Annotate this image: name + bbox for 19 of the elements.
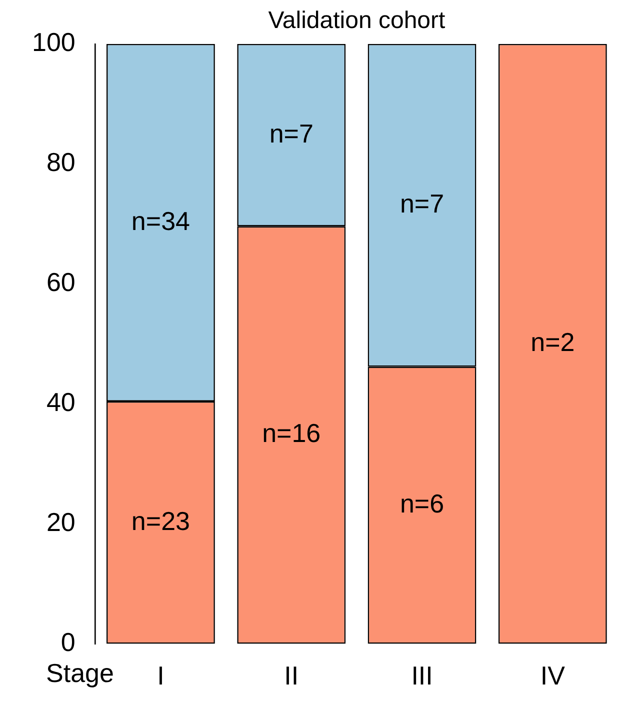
x-tick-label: IV [540, 660, 566, 691]
y-tick-label: 0 [60, 626, 76, 657]
y-tick-label: 100 [32, 27, 76, 58]
annotation: n=6 [400, 488, 444, 518]
annotation: n=7 [269, 118, 314, 148]
x-axis-title: Stage [46, 658, 114, 688]
y-tick-label: 20 [46, 507, 76, 538]
annotation: n=2 [530, 327, 575, 358]
annotation: n=7 [400, 188, 444, 219]
annotation: n=34 [131, 206, 190, 236]
x-tick-label: II [284, 660, 299, 691]
chart-title: Validation cohort [268, 7, 446, 34]
y-tick-label: 80 [46, 147, 76, 178]
y-tick-label: 60 [46, 267, 76, 298]
annotation: n=23 [131, 506, 190, 536]
x-tick-label: III [411, 660, 433, 691]
y-tick-label: 40 [46, 387, 76, 418]
x-tick-label: I [157, 660, 164, 691]
annotation: n=16 [262, 418, 321, 448]
